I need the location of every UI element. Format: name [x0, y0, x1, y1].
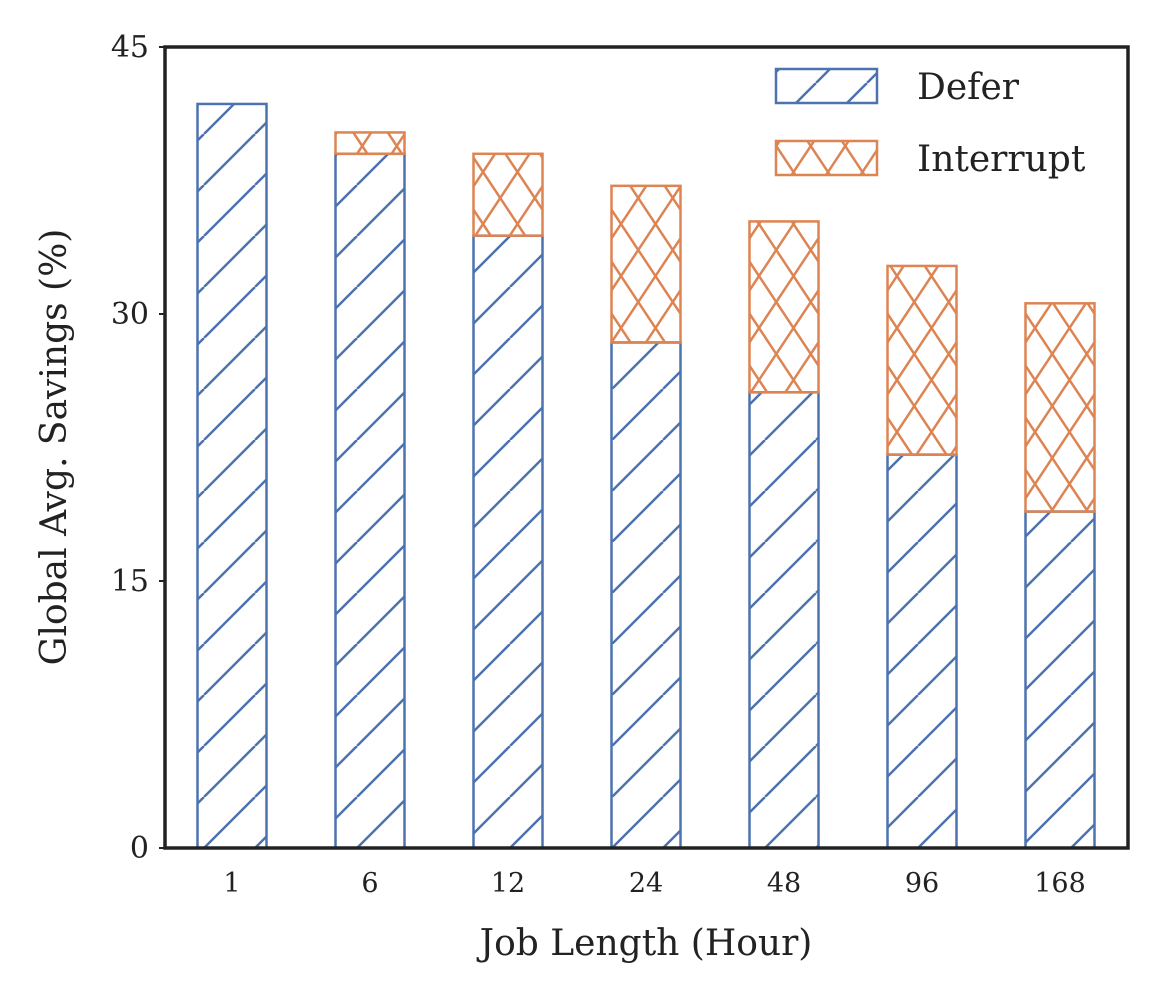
bars-group: [196, 102, 1096, 850]
x-tick-label: 96: [905, 868, 939, 899]
bar-interrupt-96: [886, 264, 958, 456]
x-tick-label: 6: [361, 868, 378, 899]
legend-label-defer: Defer: [917, 67, 1020, 108]
bar-interrupt-12: [472, 152, 544, 237]
plot-frame: [163, 45, 1130, 850]
x-tick-label: 48: [767, 868, 801, 899]
bar-defer-48: [748, 391, 820, 850]
bar-defer-24: [610, 341, 682, 850]
y-tick-label: 15: [111, 564, 149, 599]
x-axis-ticks: 1 6 12 24 48 96 168: [223, 868, 1085, 899]
y-tick-label: 30: [111, 297, 149, 332]
bar-defer-96: [886, 453, 958, 850]
x-tick-label: 168: [1034, 868, 1086, 899]
bar-defer-168: [1024, 510, 1096, 850]
bar-defer-12: [472, 234, 544, 850]
legend-swatch-interrupt: [774, 139, 879, 177]
y-axis-title: Global Avg. Savings (%): [34, 229, 75, 666]
y-axis-ticks: 0 15 30 45: [111, 30, 165, 866]
x-tick-label: 12: [491, 868, 525, 899]
bar-defer-6: [334, 152, 406, 850]
legend-label-interrupt: Interrupt: [917, 139, 1086, 180]
x-axis-title: Job Length (Hour): [476, 923, 813, 964]
bar-defer-1: [196, 102, 268, 850]
bar-interrupt-168: [1024, 302, 1096, 513]
y-tick-label: 0: [130, 831, 149, 866]
legend: Defer Interrupt: [774, 67, 1086, 180]
bar-interrupt-24: [610, 184, 682, 344]
bar-interrupt-6: [334, 131, 406, 156]
legend-swatch-defer: [774, 67, 879, 105]
x-tick-label: 24: [629, 868, 663, 899]
x-tick-label: 1: [223, 868, 240, 899]
y-tick-label: 45: [111, 30, 149, 65]
bar-interrupt-48: [748, 220, 820, 394]
